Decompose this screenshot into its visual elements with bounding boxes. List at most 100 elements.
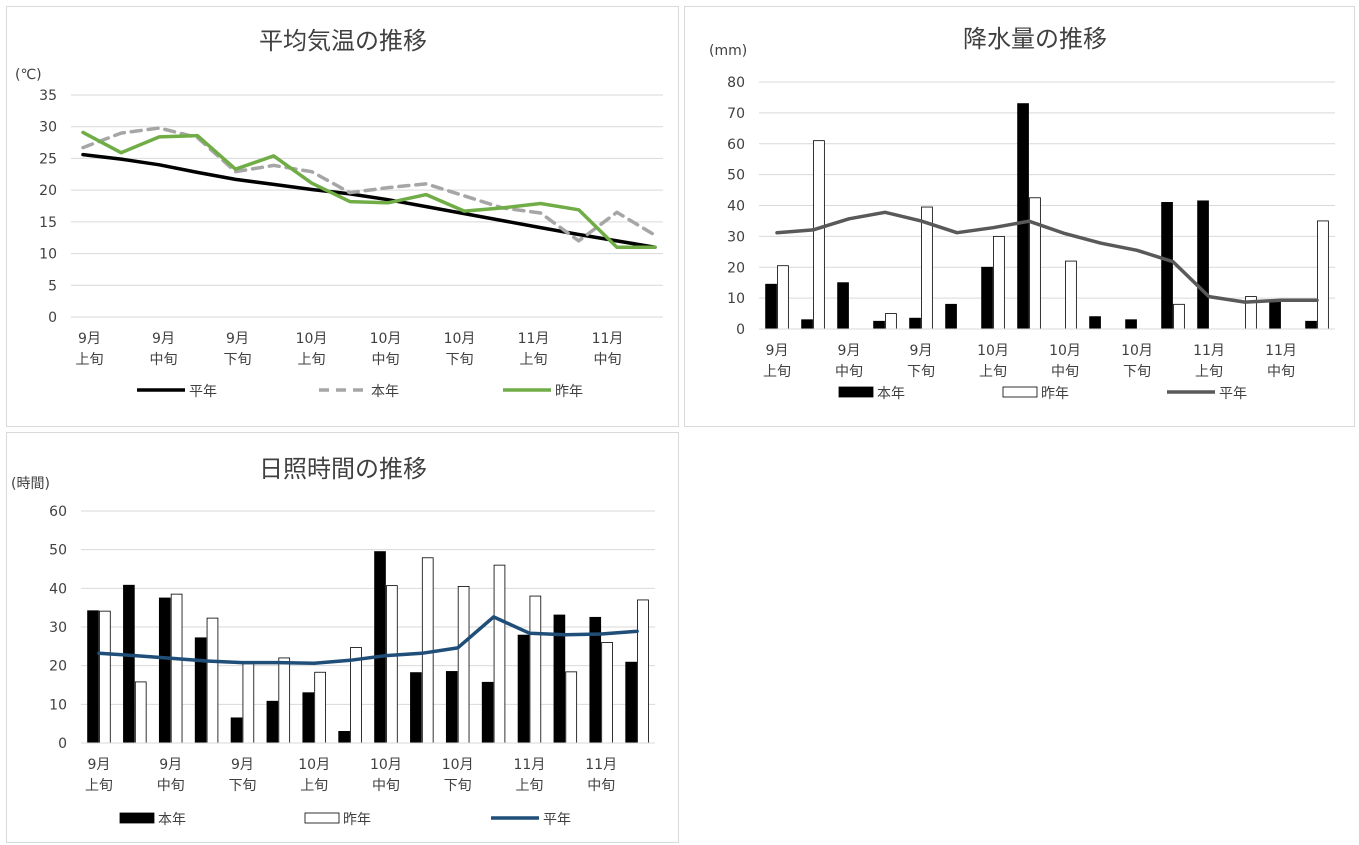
x-tick-label-period: 中旬 — [835, 364, 863, 380]
x-tick-label-month: 10月 — [298, 757, 330, 773]
legend-label: 本年 — [877, 386, 905, 402]
x-tick-label-month: 11月 — [1193, 343, 1225, 359]
x-tick-label-month: 10月 — [977, 343, 1009, 359]
x-tick-label-month: 9月 — [231, 757, 254, 773]
y-axis-unit-label: (℃) — [15, 67, 42, 83]
bar-this-year — [625, 661, 637, 744]
bar-last-year — [99, 610, 111, 744]
y-tick-label: 30 — [49, 620, 67, 636]
bar-last-year — [242, 663, 255, 744]
chart-title: 平均気温の推移 — [259, 27, 427, 55]
bar-last-year — [493, 564, 506, 744]
bar-last-year — [529, 595, 542, 744]
y-tick-label: 60 — [49, 504, 67, 520]
x-tick-label-month: 9月 — [910, 343, 933, 359]
x-tick-label-month: 10月 — [370, 757, 402, 773]
x-tick-label-period: 中旬 — [594, 352, 622, 368]
x-tick-label-period: 下旬 — [444, 778, 472, 794]
bar-last-year — [350, 647, 362, 744]
y-tick-label: 50 — [727, 168, 745, 184]
bar-last-year — [1173, 303, 1185, 330]
bar-last-year — [565, 671, 578, 744]
legend-swatch — [838, 386, 874, 398]
bar-last-year — [637, 599, 649, 744]
legend-swatch — [304, 812, 340, 824]
bar-this-year — [981, 266, 993, 330]
series-line-1 — [81, 126, 657, 243]
y-tick-label: 10 — [39, 247, 57, 263]
y-tick-label: 25 — [39, 151, 57, 167]
x-tick-label-period: 上旬 — [76, 352, 104, 368]
y-tick-label: 20 — [49, 659, 67, 675]
x-tick-label-period: 上旬 — [1195, 364, 1223, 380]
x-tick-label-period: 上旬 — [763, 364, 791, 380]
legend-swatch — [119, 812, 155, 824]
y-tick-label: 15 — [39, 215, 57, 231]
y-tick-label: 5 — [48, 278, 57, 294]
bar-last-year — [206, 617, 219, 744]
legend-label: 本年 — [371, 384, 399, 400]
bar-last-year — [601, 642, 613, 744]
x-tick-label-period: 下旬 — [446, 352, 474, 368]
y-tick-label: 35 — [39, 88, 57, 104]
x-tick-label-period: 中旬 — [1051, 364, 1079, 380]
y-tick-label: 60 — [727, 137, 745, 153]
x-tick-label-period: 下旬 — [224, 352, 252, 368]
y-tick-label: 0 — [48, 310, 57, 326]
x-tick-label-month: 9月 — [152, 331, 175, 347]
x-tick-label-month: 11月 — [518, 331, 550, 347]
y-axis-unit-label: (mm) — [709, 43, 747, 59]
x-tick-label-month: 9月 — [838, 343, 861, 359]
bar-this-year — [1305, 320, 1317, 330]
bar-last-year — [777, 265, 789, 330]
x-tick-label-month: 9月 — [87, 757, 110, 773]
y-tick-label: 70 — [727, 106, 745, 122]
x-tick-label-month: 10月 — [1121, 343, 1153, 359]
bar-this-year — [410, 672, 422, 744]
bar-this-year — [374, 551, 386, 744]
y-tick-label: 20 — [39, 183, 57, 199]
precipitation-chart-panel: 降水量の推移 (mm) 0 10 20 30 40 50 60 70 80 9月 上旬 9月 中旬 9月 下旬 1… — [684, 6, 1355, 427]
chart-title: 降水量の推移 — [963, 25, 1107, 53]
bar-this-year — [801, 319, 813, 330]
x-tick-label-period: 中旬 — [372, 778, 400, 794]
x-tick-label-period: 中旬 — [587, 778, 615, 794]
legend-label: 本年 — [158, 812, 186, 828]
temperature-chart-panel: 平均気温の推移 (℃) 0 5 10 15 20 25 30 35 9月 上旬 9月 中旬 9月 下旬 10月上… — [6, 6, 679, 427]
bar-this-year — [338, 730, 350, 744]
bar-this-year — [445, 671, 458, 744]
bar-this-year — [123, 584, 135, 744]
bar-last-year — [134, 681, 147, 744]
bar-last-year — [993, 235, 1005, 330]
x-tick-label-period: 上旬 — [85, 778, 113, 794]
bar-this-year — [1269, 300, 1281, 330]
bar-last-year — [170, 593, 183, 744]
y-tick-label: 30 — [39, 120, 57, 136]
series-line-0 — [775, 210, 1319, 304]
bar-last-year — [1029, 197, 1041, 330]
bar-this-year — [765, 283, 777, 330]
legend-label: 平年 — [189, 384, 217, 400]
bar-this-year — [945, 303, 957, 330]
bar-last-year — [1065, 260, 1077, 330]
legend-swatch — [1002, 386, 1038, 398]
legend-label: 昨年 — [555, 384, 583, 400]
y-tick-label: 20 — [727, 260, 745, 276]
x-tick-label-month: 11月 — [592, 331, 624, 347]
sunshine-chart-panel: 日照時間の推移 (時間) 0 10 20 30 40 50 60 9月 上旬 9月 中旬 9月 下旬 10月上… — [6, 432, 679, 843]
bar-this-year — [909, 317, 921, 330]
y-tick-label: 10 — [49, 697, 67, 713]
bar-this-year — [158, 597, 171, 744]
bar-last-year — [1317, 220, 1329, 330]
x-tick-label-month: 9月 — [159, 757, 182, 773]
x-tick-label-period: 中旬 — [1267, 364, 1295, 380]
x-tick-label-month: 9月 — [226, 331, 249, 347]
bar-last-year — [457, 585, 470, 744]
bar-this-year — [873, 320, 885, 330]
bar-this-year — [194, 637, 207, 744]
y-tick-label: 10 — [727, 291, 745, 307]
legend-label: 昨年 — [1041, 386, 1069, 402]
bar-this-year — [837, 282, 849, 330]
bar-this-year — [87, 610, 99, 744]
